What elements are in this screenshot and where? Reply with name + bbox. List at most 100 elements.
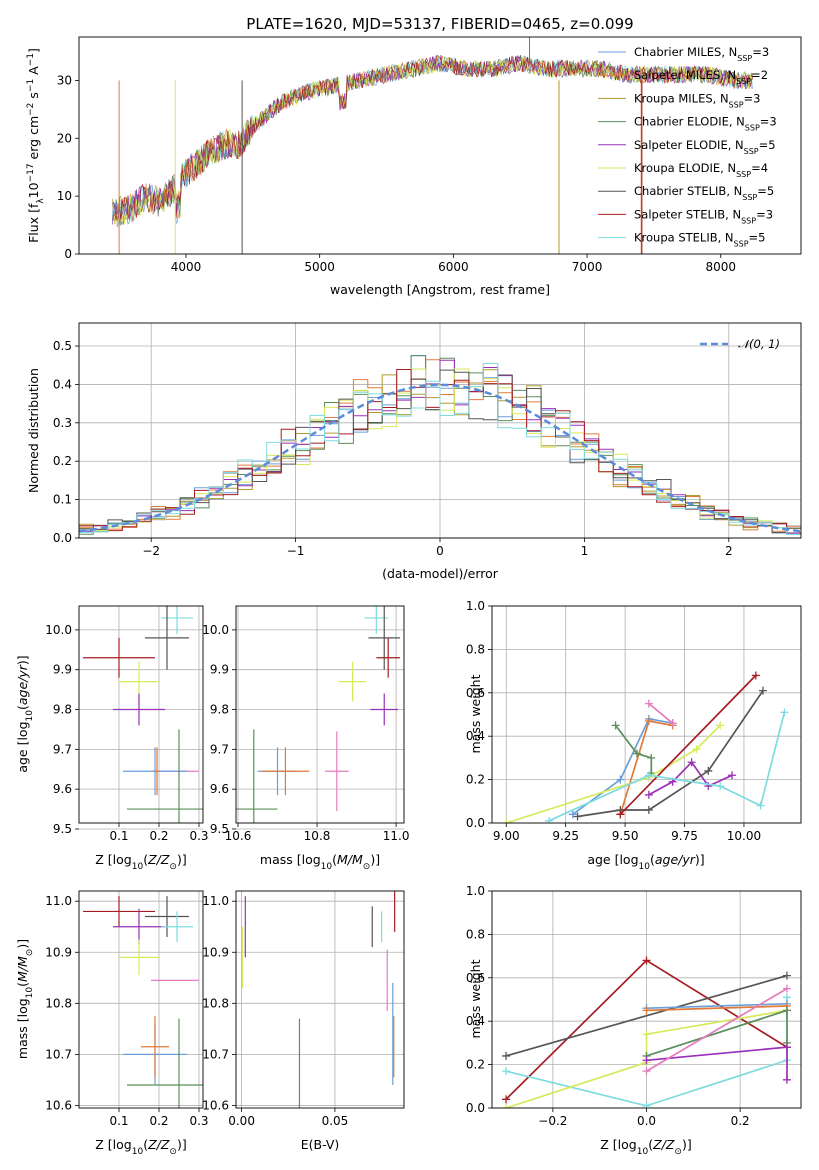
- legend-label-tail: =3: [756, 207, 773, 221]
- x-tick-label: 0.2: [149, 1114, 168, 1128]
- legend-label: Chabrier STELIB, NSSP=5: [634, 184, 774, 202]
- legend-label-sub: SSP: [736, 77, 751, 86]
- legend-label-main: Kroupa MILES, N: [634, 91, 729, 105]
- z-mass-points: [83, 896, 203, 1108]
- label-part: ]: [26, 48, 41, 53]
- weight-marker: [647, 753, 656, 762]
- weight-marker: [642, 1006, 651, 1015]
- legend-label-main: Salpeter MILES, N: [634, 68, 736, 82]
- spectrum-series-line: [112, 55, 753, 221]
- weight-marker: [782, 984, 791, 993]
- y-tick-label: 10.7: [202, 1047, 229, 1061]
- y-tick-label: 11.0: [202, 894, 229, 908]
- label-part: 10: [639, 862, 651, 872]
- weight-marker: [716, 782, 725, 791]
- y-tick-label: 10.0: [45, 623, 72, 637]
- legend-label-sub: SSP: [741, 216, 756, 225]
- weight-series-line: [648, 702, 674, 724]
- legend-label: 𝒩(0, 1): [738, 337, 780, 351]
- label-part: Z/Z: [147, 1137, 170, 1152]
- x-tick-label: 0.2: [731, 1114, 750, 1128]
- y-tick-label: 10: [57, 189, 72, 203]
- weight-marker: [502, 819, 511, 823]
- y-axis-label: mass [log10(M/M⊙)]: [15, 939, 35, 1059]
- weight-marker: [644, 699, 653, 708]
- legend-label-tail: =3: [744, 91, 761, 105]
- legend-label: Salpeter MILES, NSSP=2: [634, 68, 768, 86]
- y-tick-label: 0.4: [53, 377, 72, 391]
- legend-label: Kroupa ELODIE, NSSP=4: [634, 161, 768, 179]
- mass-age-points: [236, 606, 401, 823]
- legend-label: Chabrier MILES, NSSP=3: [634, 45, 769, 63]
- legend-label-sub: SSP: [734, 239, 749, 248]
- weight-series-line: [646, 1002, 788, 1010]
- weight-marker: [502, 1067, 511, 1076]
- weight-marker: [758, 686, 767, 695]
- label-part: 10: [25, 987, 35, 999]
- label-part: ⊙: [363, 862, 371, 872]
- x-tick-label: 0: [436, 544, 444, 558]
- legend-label-sub: SSP: [745, 123, 760, 132]
- label-part: age/yr: [15, 664, 30, 705]
- normal-curve: [79, 383, 801, 533]
- label-part: Flux [f: [26, 203, 41, 243]
- x-axis-label: (data-model)/error: [382, 566, 499, 581]
- x-tick-label: 0.05: [322, 1114, 349, 1128]
- weight-series-line: [572, 717, 673, 815]
- legend-label-sub: SSP: [736, 170, 751, 179]
- y-tick-label: 0.0: [53, 531, 72, 545]
- weight-marker: [642, 1067, 651, 1076]
- x-tick-label: 10.8: [304, 829, 331, 843]
- y-tick-label: 30: [57, 73, 72, 87]
- weight-marker: [502, 1051, 511, 1060]
- age-weight-frame: [491, 605, 802, 824]
- legend-label: Kroupa STELIB, NSSP=5: [634, 231, 765, 249]
- weight-marker: [687, 758, 696, 767]
- x-tick-label: 4000: [171, 260, 202, 274]
- z-mass-frame: [78, 890, 204, 1109]
- spectrum-series-line: [112, 54, 753, 226]
- legend-label-sub: SSP: [737, 54, 752, 63]
- label-part: )]: [177, 1137, 187, 1152]
- label-part: )]: [15, 655, 30, 665]
- x-axis-label: wavelength [Angstrom, rest frame]: [330, 282, 550, 297]
- z-weight-lines: [502, 956, 791, 1108]
- legend-label-main: Chabrier STELIB, N: [634, 184, 742, 198]
- y-tick-label: 0.4: [466, 1014, 485, 1028]
- legend-label-main: Kroupa ELODIE, N: [634, 161, 736, 175]
- y-tick-label: 0: [64, 247, 72, 261]
- x-axis-label: mass [log10(M/M⊙)]: [260, 852, 380, 872]
- legend-label-main: Kroupa STELIB, N: [634, 231, 734, 245]
- legend-label-main: Salpeter ELODIE, N: [634, 138, 744, 152]
- x-tick-label: 9.25: [552, 829, 579, 843]
- weight-marker: [611, 721, 620, 730]
- y-tick-label: 0.8: [466, 642, 485, 656]
- z-age-axes: 0.1 0.2 0.3 9.5 9.6 9.7 9.8 9.9 10.0: [45, 606, 209, 843]
- legend-label-tail: =3: [760, 115, 777, 129]
- y-axis-label: mass weight: [468, 674, 483, 753]
- y-tick-label: 9.5: [210, 822, 229, 836]
- legend-label-main: Salpeter STELIB, N: [634, 207, 741, 221]
- weight-marker: [642, 1030, 651, 1039]
- label-part: age [log: [15, 721, 30, 772]
- weight-marker: [644, 771, 653, 780]
- mass-age-axes: 10.6 10.8 11.0 9.5 9.6 9.7 9.8 9.9 10.0: [202, 606, 409, 843]
- x-axis-label: Z [log10(Z/Z⊙)]: [95, 852, 186, 872]
- label-part: )]: [695, 852, 705, 867]
- weight-marker: [502, 1104, 511, 1108]
- spectrum-axes: 4000 5000 6000 7000 8000 0 10 20 30: [57, 73, 736, 274]
- label-part: (: [650, 852, 655, 867]
- x-tick-label: 6000: [438, 260, 469, 274]
- residual-steps: [79, 355, 801, 535]
- weight-marker: [642, 956, 651, 965]
- x-tick-label: 0.3: [189, 829, 208, 843]
- y-tick-label: 10.0: [202, 623, 229, 637]
- y-tick-label: 11.0: [45, 894, 72, 908]
- y-tick-label: 10.9: [202, 945, 229, 959]
- x-tick-label: 9.00: [493, 829, 520, 843]
- weight-marker: [756, 801, 765, 810]
- y-tick-label: 10.7: [45, 1047, 72, 1061]
- x-tick-label: −1: [287, 544, 305, 558]
- label-part: −1: [26, 53, 36, 66]
